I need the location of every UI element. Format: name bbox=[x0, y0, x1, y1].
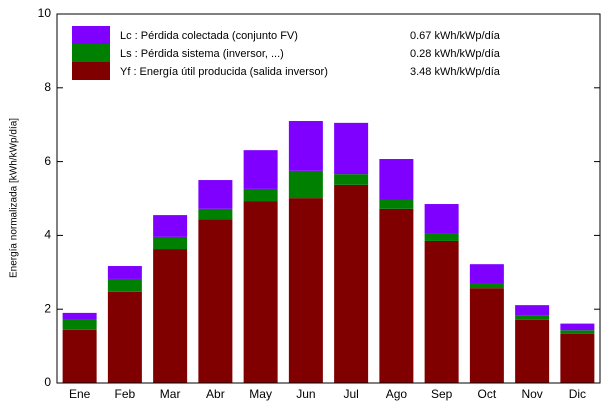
x-tick-label: Ene bbox=[69, 387, 91, 401]
bar-segment bbox=[107, 266, 142, 279]
x-tick-label: Ago bbox=[386, 387, 408, 401]
y-tick-label: 2 bbox=[44, 301, 51, 315]
bar-segment bbox=[243, 150, 278, 189]
bar-segment bbox=[198, 208, 233, 220]
bar-segment bbox=[153, 215, 188, 237]
bar-segment bbox=[107, 278, 142, 292]
x-tick-label: Jun bbox=[296, 387, 315, 401]
x-tick-label: May bbox=[249, 387, 272, 401]
bar-segment bbox=[198, 180, 233, 209]
y-tick-label: 6 bbox=[44, 154, 51, 168]
x-tick-label: Mar bbox=[160, 387, 181, 401]
y-axis-title: Energía normalizada [kWh/kWp/día] bbox=[9, 118, 20, 278]
bar-segment bbox=[107, 291, 142, 383]
bar-segment bbox=[334, 122, 369, 175]
bar-segment bbox=[334, 174, 369, 185]
legend-box bbox=[64, 22, 539, 90]
legend-summary: 3.48 kWh/kWp/día bbox=[410, 66, 501, 78]
bar-segment bbox=[424, 240, 459, 383]
x-tick-label: Feb bbox=[115, 387, 136, 401]
bar-segment bbox=[243, 201, 278, 383]
bar-segment bbox=[198, 219, 233, 383]
bar-segment bbox=[243, 188, 278, 202]
bar-segment bbox=[288, 170, 323, 199]
y-tick-label: 8 bbox=[44, 80, 51, 94]
y-tick-label: 0 bbox=[44, 375, 51, 389]
bar-segment bbox=[560, 330, 595, 334]
bar-segment bbox=[379, 199, 414, 209]
bar-segment bbox=[469, 264, 504, 284]
bar-segment bbox=[515, 319, 550, 383]
x-tick-label: Jul bbox=[343, 387, 358, 401]
legend-summary: 0.67 kWh/kWp/día bbox=[410, 30, 501, 42]
bar-segment bbox=[153, 236, 188, 250]
bar-segment bbox=[288, 198, 323, 383]
legend-label: Yf : Energía útil producida (salida inve… bbox=[120, 66, 328, 78]
x-tick-label: Nov bbox=[521, 387, 542, 401]
bar-segment bbox=[424, 233, 459, 241]
bar-segment bbox=[153, 249, 188, 383]
bar-segment bbox=[469, 288, 504, 383]
bar-segment bbox=[560, 323, 595, 331]
x-tick-label: Oct bbox=[478, 387, 497, 401]
plot-frame bbox=[56, 13, 601, 384]
legend-swatch bbox=[72, 44, 110, 62]
x-tick-label: Sep bbox=[431, 387, 453, 401]
legend-label: Lc : Pérdida colectada (conjunto FV) bbox=[120, 30, 298, 42]
bar-segment bbox=[560, 333, 595, 383]
bar-segment bbox=[515, 315, 550, 320]
bar-segment bbox=[334, 184, 369, 383]
legend-summary: 0.28 kWh/kWp/día bbox=[410, 48, 501, 60]
bar-segment bbox=[379, 208, 414, 383]
legend-swatch bbox=[72, 26, 110, 44]
bar-segment bbox=[424, 204, 459, 234]
legend-swatch bbox=[72, 62, 110, 80]
x-tick-label: Abr bbox=[206, 387, 225, 401]
bar-segment bbox=[62, 319, 97, 330]
x-tick-label: Dic bbox=[569, 387, 586, 401]
bar-segment bbox=[62, 312, 97, 320]
bar-segment bbox=[379, 159, 414, 200]
y-tick-label: 4 bbox=[44, 228, 51, 242]
legend-label: Ls : Pérdida sistema (inversor, ...) bbox=[120, 48, 284, 60]
y-tick-label: 10 bbox=[38, 6, 52, 20]
bar-segment bbox=[515, 305, 550, 316]
bar-segment bbox=[288, 121, 323, 171]
bar-segment bbox=[469, 283, 504, 289]
bar-segment bbox=[62, 329, 97, 383]
